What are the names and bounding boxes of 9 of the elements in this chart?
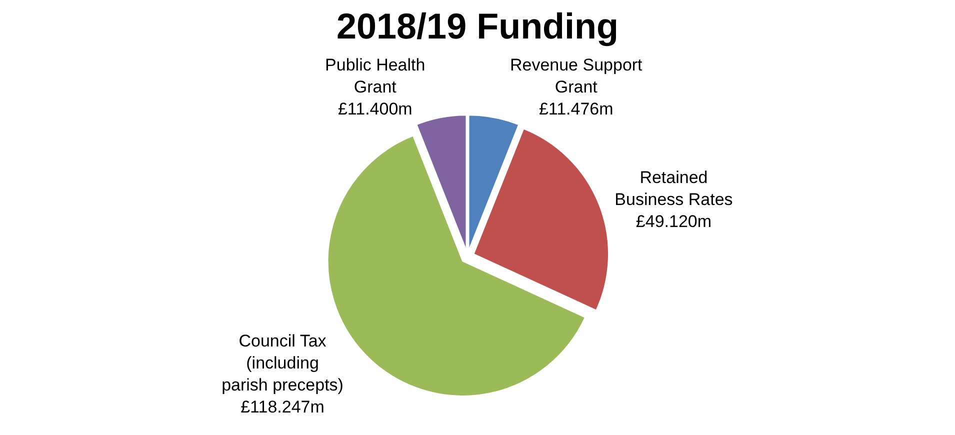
slice-label: Council Tax (including parish precepts) [222,331,344,395]
data-label: £11.400m [338,100,412,119]
slice-label: Retained Business Rates [614,168,733,210]
data-label: £118.247m [240,398,324,417]
chart-title: 2018/19 Funding [336,5,619,46]
data-label: £11.476m [538,100,614,119]
slice-label: Revenue Support Grant [510,55,643,97]
data-label: £49.120m [636,212,712,232]
slice-label: Public Health Grant [325,55,426,97]
